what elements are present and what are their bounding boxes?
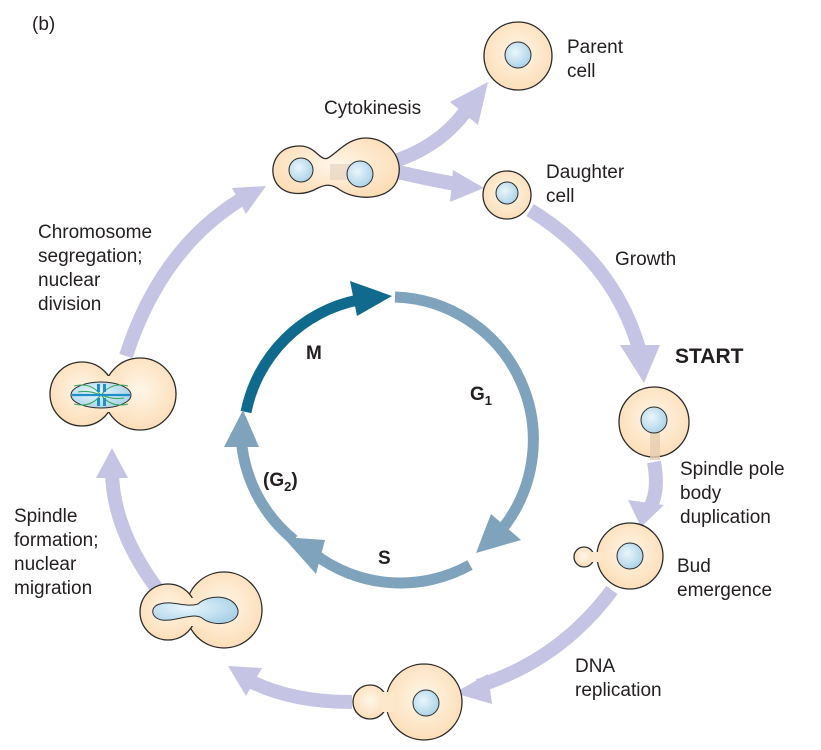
arc-g1 [394,291,539,532]
dna-replication-nucleus [412,689,440,717]
arrowhead-m [350,281,392,316]
cytokinesis-septum [330,164,350,180]
label-daughter-cell: Daughter cell [546,162,625,207]
label-spindle-formation: Spindle formation; nuclear migration [14,506,99,599]
nuclear-division-cell [49,357,177,431]
outer-arrowheads [96,82,664,704]
label-dna-replication: DNA replication [575,656,662,701]
arrow-dna-replication [475,585,618,693]
arrowhead-parent [450,82,488,125]
cytokinesis-nucleus-right [346,160,374,188]
arrowhead-nuclear-division [96,448,128,478]
parent-cell [483,21,553,91]
arrow-to-spindle-formation [244,673,353,709]
outer-cycle-arrows [105,107,663,709]
phase-label-g1: G1 [470,384,493,408]
panel-label: (b) [32,14,56,35]
start-spindle-pole-band [650,430,660,460]
nuclear-migration-cell [139,571,263,649]
arrow-to-cytokinesis [119,194,244,359]
daughter-nucleus [495,181,519,205]
arc-g2 [235,434,298,545]
arc-s [309,548,473,589]
chromosomes [97,384,106,406]
bud-emergence-nucleus [616,542,644,570]
arrowhead-g2 [224,410,259,447]
inner-cycle-ring [235,291,539,589]
label-cytokinesis: Cytokinesis [324,98,422,119]
label-chromosome-segregation: Chromosome segregation; nuclear division [38,222,153,315]
parent-nucleus [504,41,532,69]
arrowhead-spindle-formation [228,666,262,696]
start-nucleus [640,406,668,434]
label-start: START [675,345,744,368]
phase-label-m: M [306,343,322,364]
migrating-nucleus [152,596,239,625]
cytokinesis-cell [272,137,400,198]
arrowhead-start [620,345,660,383]
arrowhead-spindle-pole [628,500,664,527]
inner-arrowheads [224,281,521,574]
arc-m [240,294,360,414]
arrowhead-dna [454,674,492,704]
label-growth: Growth [615,249,677,270]
label-parent-cell: Parent cell [567,37,623,82]
arrow-to-nuclear-division [105,471,164,595]
start-cell [618,386,690,460]
arrow-to-parent-cell [395,107,471,167]
dna-replication-cell [352,663,463,741]
phase-label-g2: (G2) [263,470,298,494]
phase-label-s: S [378,548,391,569]
arrow-growth [526,204,647,354]
dna-bud [352,684,388,720]
arrowhead-daughter [450,170,484,202]
arrowhead-g1 [476,514,521,553]
arrowhead-s [283,537,325,574]
bud-emergence-cell [573,522,664,590]
daughter-cell [482,170,532,220]
label-spindle-pole-body-duplication: Spindle pole body duplication [680,459,785,528]
arrowhead-cytokinesis [232,186,266,214]
cytokinesis-nucleus-left [288,157,314,183]
label-bud-emergence: Bud emergence [677,556,773,601]
